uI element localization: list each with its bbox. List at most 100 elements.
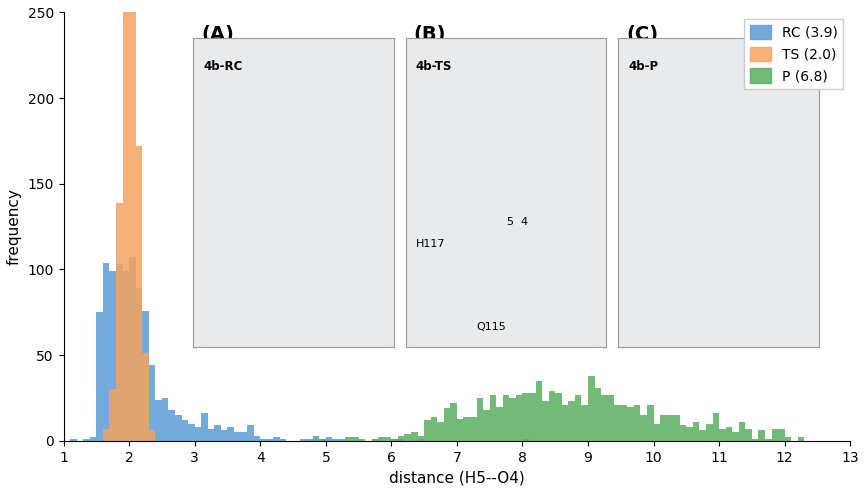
- Y-axis label: frequency: frequency: [7, 188, 22, 265]
- Bar: [280, 439, 287, 441]
- Bar: [719, 429, 726, 441]
- Bar: [215, 426, 221, 441]
- Bar: [614, 405, 621, 441]
- Bar: [654, 424, 660, 441]
- Bar: [752, 439, 759, 441]
- Bar: [149, 366, 155, 441]
- Bar: [470, 417, 476, 441]
- Bar: [621, 405, 627, 441]
- Bar: [430, 417, 437, 441]
- Text: (C): (C): [626, 25, 658, 44]
- Bar: [549, 391, 555, 441]
- Bar: [372, 439, 378, 441]
- Bar: [457, 419, 463, 441]
- Bar: [155, 400, 162, 441]
- Bar: [326, 437, 333, 441]
- Bar: [162, 398, 169, 441]
- Bar: [352, 437, 359, 441]
- Bar: [522, 393, 529, 441]
- Bar: [463, 417, 470, 441]
- Bar: [765, 439, 772, 441]
- Bar: [103, 429, 109, 441]
- Bar: [307, 439, 313, 441]
- Bar: [687, 427, 693, 441]
- Bar: [116, 203, 123, 441]
- Bar: [450, 403, 457, 441]
- Bar: [680, 426, 687, 441]
- Bar: [595, 388, 601, 441]
- Text: (A): (A): [201, 25, 234, 44]
- Bar: [385, 437, 391, 441]
- Bar: [96, 312, 103, 441]
- Bar: [397, 435, 404, 441]
- Bar: [588, 376, 595, 441]
- Bar: [483, 410, 489, 441]
- Bar: [201, 413, 208, 441]
- Bar: [397, 439, 404, 441]
- Bar: [339, 439, 346, 441]
- Bar: [274, 437, 280, 441]
- Bar: [208, 429, 215, 441]
- Bar: [129, 0, 136, 441]
- Bar: [562, 405, 568, 441]
- Bar: [779, 429, 785, 441]
- Bar: [346, 437, 352, 441]
- Bar: [726, 427, 733, 441]
- Bar: [109, 271, 116, 441]
- Bar: [300, 439, 307, 441]
- Bar: [739, 422, 746, 441]
- Bar: [647, 405, 654, 441]
- Bar: [437, 422, 443, 441]
- Bar: [109, 389, 116, 441]
- Bar: [70, 439, 77, 441]
- Bar: [575, 395, 581, 441]
- Bar: [476, 398, 483, 441]
- Bar: [123, 271, 129, 441]
- Bar: [529, 393, 535, 441]
- Bar: [700, 430, 706, 441]
- Bar: [149, 430, 155, 441]
- Bar: [641, 415, 647, 441]
- Bar: [391, 439, 397, 441]
- Bar: [660, 415, 667, 441]
- Bar: [247, 426, 254, 441]
- Bar: [83, 439, 90, 441]
- Bar: [142, 310, 149, 441]
- Bar: [254, 435, 261, 441]
- Bar: [509, 398, 516, 441]
- Bar: [673, 415, 680, 441]
- Bar: [142, 353, 149, 441]
- Legend: RC (3.9), TS (2.0), P (6.8): RC (3.9), TS (2.0), P (6.8): [745, 19, 843, 89]
- Bar: [568, 401, 575, 441]
- Bar: [175, 415, 182, 441]
- Bar: [608, 395, 614, 441]
- Bar: [90, 437, 96, 441]
- Bar: [798, 437, 805, 441]
- Bar: [411, 432, 417, 441]
- Bar: [601, 395, 608, 441]
- Bar: [313, 439, 320, 441]
- Bar: [333, 439, 339, 441]
- Bar: [228, 427, 234, 441]
- Bar: [404, 434, 411, 441]
- Bar: [706, 424, 713, 441]
- X-axis label: distance (H5--O4): distance (H5--O4): [389, 470, 525, 485]
- Bar: [267, 439, 274, 441]
- Bar: [496, 406, 503, 441]
- Bar: [634, 405, 641, 441]
- Bar: [417, 435, 424, 441]
- Bar: [443, 408, 450, 441]
- Bar: [103, 263, 109, 441]
- Bar: [713, 413, 719, 441]
- Bar: [136, 146, 142, 441]
- Bar: [535, 381, 542, 441]
- Bar: [116, 264, 123, 441]
- Bar: [391, 439, 397, 441]
- Bar: [746, 429, 752, 441]
- Bar: [417, 439, 424, 441]
- Bar: [424, 420, 430, 441]
- Bar: [489, 395, 496, 441]
- Bar: [313, 435, 320, 441]
- Bar: [182, 420, 188, 441]
- Bar: [378, 437, 385, 441]
